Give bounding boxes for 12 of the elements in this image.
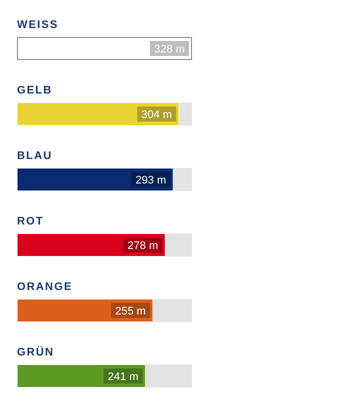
y-tick-label: GELB [17,84,52,96]
y-tick-label: WEISS [17,19,58,31]
y-tick-label: BLAU [17,150,52,162]
data-label: 304 m [141,109,172,121]
y-tick-label: GRÜN [17,346,54,358]
data-label: 241 m [108,371,138,383]
y-tick-label: ROT [17,216,44,228]
data-label: 328 m [154,44,185,56]
y-tick-label: ORANGE [17,281,72,293]
data-label: 255 m [115,306,146,318]
data-label: 293 m [136,174,166,186]
data-label: 278 m [128,240,158,252]
